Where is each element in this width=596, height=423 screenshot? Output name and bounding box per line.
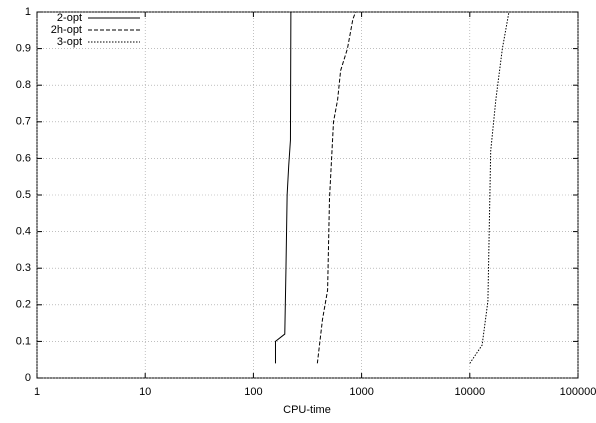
y-tick-label: 0.4 xyxy=(16,226,31,238)
x-tick-label: 10000 xyxy=(455,386,486,398)
y-tick-label: 0 xyxy=(25,372,31,384)
y-tick-label: 0.2 xyxy=(16,299,31,311)
legend-label: 2h-opt xyxy=(51,24,82,36)
legend-label: 2-opt xyxy=(57,12,82,24)
data-line xyxy=(469,11,510,364)
y-tick-label: 0.7 xyxy=(16,116,31,128)
y-tick-label: 0.6 xyxy=(16,152,31,164)
y-tick-label: 0.9 xyxy=(16,43,31,55)
x-tick-label: 100000 xyxy=(560,386,596,398)
y-tick-label: 0.3 xyxy=(16,262,31,274)
data-line xyxy=(316,11,357,364)
legend-label: 3-opt xyxy=(57,36,82,48)
x-tick-label: 10 xyxy=(139,386,151,398)
x-axis-label: CPU-time xyxy=(283,404,331,416)
y-tick-label: 0.8 xyxy=(16,79,31,91)
x-tick-label: 100 xyxy=(244,386,262,398)
x-tick-label: 1000 xyxy=(349,386,373,398)
data-line xyxy=(274,11,292,364)
y-tick-label: 0.5 xyxy=(16,189,31,201)
y-tick-label: 1 xyxy=(25,6,31,18)
y-tick-label: 0.1 xyxy=(16,335,31,347)
x-tick-label: 1 xyxy=(34,386,40,398)
